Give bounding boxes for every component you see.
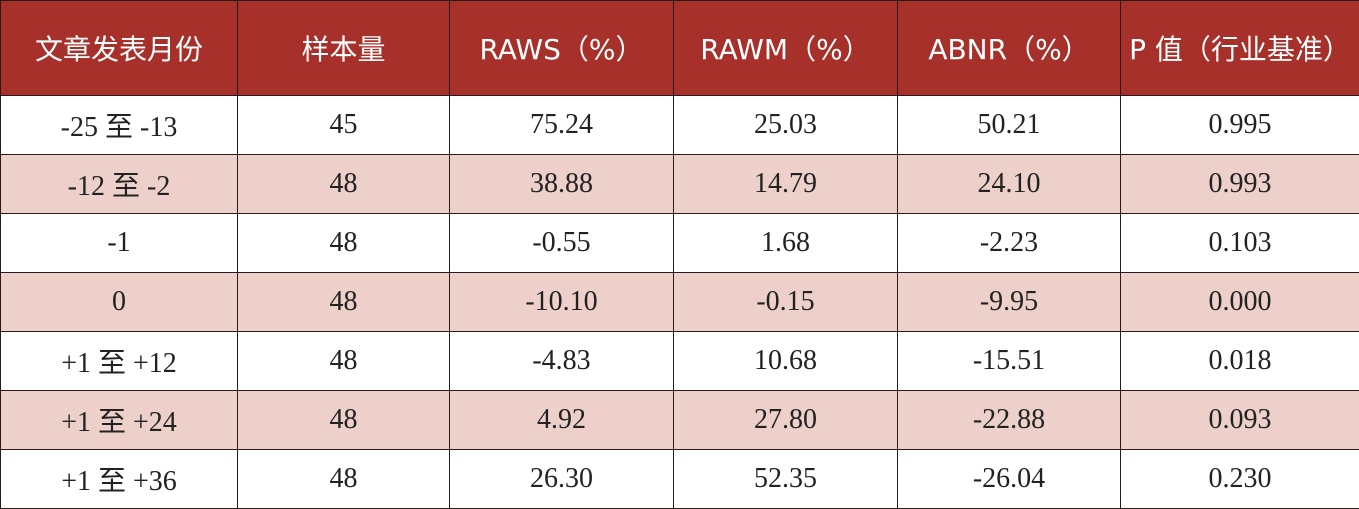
cell-sample-size: 48 [237,449,450,509]
cell-month: -12 至 -2 [0,154,238,214]
cell-raws: 4.92 [449,390,674,450]
cell-rawm: 52.35 [673,449,898,509]
header-rawm: RAWM（%） [673,0,898,96]
cell-month: -1 [0,213,238,273]
cell-raws: -4.83 [449,331,674,391]
header-abnr: ABNR（%） [897,0,1121,96]
cell-raws: 75.24 [449,95,674,155]
cell-sample-size: 48 [237,331,450,391]
cell-sample-size: 48 [237,390,450,450]
header-sample-size: 样本量 [237,0,450,96]
cell-rawm: 25.03 [673,95,898,155]
cell-p-value: 0.230 [1120,449,1359,509]
table-row: -1 48 -0.55 1.68 -2.23 0.103 [0,213,1359,273]
table-row: -12 至 -2 48 38.88 14.79 24.10 0.993 [0,154,1359,214]
cell-p-value: 0.995 [1120,95,1359,155]
cell-raws: 38.88 [449,154,674,214]
cell-p-value: 0.093 [1120,390,1359,450]
table-body: -25 至 -13 45 75.24 25.03 50.21 0.995 -12… [0,95,1359,509]
cell-p-value: 0.103 [1120,213,1359,273]
cell-sample-size: 48 [237,272,450,332]
cell-abnr: 50.21 [897,95,1121,155]
header-month: 文章发表月份 [0,0,238,96]
cell-rawm: -0.15 [673,272,898,332]
table-header: 文章发表月份 样本量 RAWS（%） RAWM（%） ABNR（%） P 值（行… [0,0,1359,96]
header-p-value: P 值（行业基准） [1120,0,1359,96]
cell-rawm: 14.79 [673,154,898,214]
cell-month: +1 至 +12 [0,331,238,391]
cell-raws: 26.30 [449,449,674,509]
cell-abnr: -2.23 [897,213,1121,273]
table-row: +1 至 +24 48 4.92 27.80 -22.88 0.093 [0,390,1359,450]
cell-sample-size: 48 [237,213,450,273]
cell-abnr: -22.88 [897,390,1121,450]
cell-p-value: 0.993 [1120,154,1359,214]
cell-rawm: 10.68 [673,331,898,391]
cell-abnr: -9.95 [897,272,1121,332]
cell-raws: -10.10 [449,272,674,332]
cell-p-value: 0.018 [1120,331,1359,391]
cell-month: +1 至 +24 [0,390,238,450]
table-row: +1 至 +12 48 -4.83 10.68 -15.51 0.018 [0,331,1359,391]
cell-sample-size: 48 [237,154,450,214]
cell-abnr: 24.10 [897,154,1121,214]
table-row: +1 至 +36 48 26.30 52.35 -26.04 0.230 [0,449,1359,509]
cell-month: 0 [0,272,238,332]
cell-rawm: 1.68 [673,213,898,273]
table-row: -25 至 -13 45 75.24 25.03 50.21 0.995 [0,95,1359,155]
cell-abnr: -26.04 [897,449,1121,509]
cell-abnr: -15.51 [897,331,1121,391]
header-row: 文章发表月份 样本量 RAWS（%） RAWM（%） ABNR（%） P 值（行… [0,0,1359,96]
cell-month: -25 至 -13 [0,95,238,155]
cell-sample-size: 45 [237,95,450,155]
header-raws: RAWS（%） [449,0,674,96]
cell-rawm: 27.80 [673,390,898,450]
cell-raws: -0.55 [449,213,674,273]
table-row: 0 48 -10.10 -0.15 -9.95 0.000 [0,272,1359,332]
cell-p-value: 0.000 [1120,272,1359,332]
cell-month: +1 至 +36 [0,449,238,509]
